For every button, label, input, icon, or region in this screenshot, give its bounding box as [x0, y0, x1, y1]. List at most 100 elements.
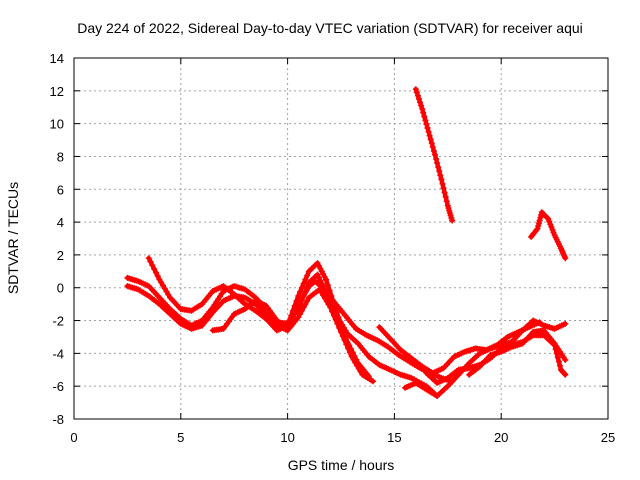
- data-point: [302, 276, 309, 283]
- x-tick-label: 5: [177, 430, 184, 445]
- data-point: [425, 128, 432, 135]
- data-point: [413, 89, 420, 96]
- data-point: [426, 132, 433, 139]
- data-point: [370, 378, 376, 385]
- chart-title: Day 224 of 2022, Sidereal Day-to-day VTE…: [77, 20, 583, 36]
- data-point: [435, 164, 442, 171]
- data-point: [300, 304, 307, 311]
- data-point: [420, 109, 427, 116]
- x-tick-label: 20: [494, 430, 508, 445]
- x-axis-label: GPS time / hours: [288, 457, 395, 473]
- data-point: [295, 314, 302, 321]
- data-point: [335, 314, 342, 321]
- data-point: [416, 96, 422, 102]
- data-point: [556, 362, 563, 369]
- series-arc-9: [412, 86, 456, 224]
- data-point: [353, 356, 360, 363]
- data-point: [433, 155, 440, 162]
- data-point: [423, 121, 430, 128]
- y-tick-label: 4: [57, 215, 64, 230]
- data-point: [417, 99, 423, 106]
- y-tick-label: -6: [52, 379, 64, 394]
- data-point: [298, 307, 305, 314]
- data-point: [302, 301, 309, 308]
- data-point: [161, 285, 168, 292]
- data-point: [434, 160, 441, 166]
- data-point: [365, 373, 372, 380]
- data-point: [436, 168, 443, 175]
- series-arc-6: [402, 317, 569, 399]
- data-point: [297, 288, 304, 295]
- x-tick-label: 0: [70, 430, 77, 445]
- data-point: [414, 92, 421, 99]
- series-arc-7: [423, 332, 569, 386]
- x-tick-label: 10: [280, 430, 294, 445]
- y-tick-label: -4: [52, 346, 64, 361]
- y-tick-label: 2: [57, 248, 64, 263]
- data-point: [422, 117, 429, 124]
- data-point: [562, 320, 569, 327]
- data-point: [555, 358, 562, 365]
- data-point: [536, 217, 543, 224]
- data-point: [544, 214, 551, 221]
- data-series: [124, 86, 569, 399]
- data-point: [149, 262, 156, 269]
- grid-lines: [74, 58, 608, 419]
- y-tick-label: 14: [50, 51, 64, 66]
- y-tick-label: -8: [52, 412, 64, 427]
- data-point: [429, 144, 436, 151]
- data-point: [438, 176, 445, 183]
- data-point: [333, 309, 340, 316]
- y-tick-label: -2: [52, 314, 64, 329]
- data-point: [424, 125, 431, 131]
- data-point: [412, 86, 419, 93]
- data-point: [432, 151, 438, 158]
- data-point: [337, 319, 344, 326]
- data-point: [300, 280, 307, 287]
- data-point: [443, 198, 450, 205]
- data-point: [449, 217, 456, 224]
- data-point: [421, 113, 428, 120]
- data-point: [344, 338, 351, 345]
- y-tick-label: 10: [50, 117, 64, 132]
- series-arc-10: [528, 209, 569, 262]
- data-point: [562, 371, 569, 378]
- y-tick-label: 12: [50, 84, 64, 99]
- y-axis-label: SDTVAR / TECUs: [5, 182, 21, 294]
- series-arc-8: [466, 327, 569, 378]
- data-point: [439, 180, 446, 187]
- data-point: [295, 292, 302, 299]
- data-point: [151, 265, 158, 272]
- data-point: [554, 354, 561, 361]
- series-arc-1: [124, 271, 441, 399]
- x-tick-label: 25: [601, 430, 615, 445]
- data-point: [348, 346, 354, 352]
- data-point: [562, 255, 569, 262]
- data-point: [339, 324, 346, 331]
- data-point: [437, 172, 444, 179]
- data-point: [441, 189, 448, 196]
- data-point: [430, 148, 437, 154]
- data-point: [418, 102, 425, 109]
- series-line: [125, 272, 440, 399]
- data-point: [442, 193, 449, 200]
- data-point: [549, 226, 556, 233]
- data-point: [428, 140, 435, 147]
- y-tick-label: 6: [57, 182, 64, 197]
- x-tick-label: 15: [387, 430, 401, 445]
- plot-frame: [73, 57, 609, 420]
- data-point: [324, 282, 331, 288]
- data-point: [152, 269, 159, 276]
- data-point: [147, 258, 154, 265]
- data-point: [562, 356, 569, 363]
- data-point: [346, 342, 353, 349]
- data-point: [427, 136, 434, 143]
- data-point: [351, 353, 358, 360]
- data-point: [349, 349, 356, 356]
- data-point: [419, 105, 426, 112]
- data-point: [340, 329, 347, 335]
- data-point: [154, 273, 161, 279]
- data-point: [297, 311, 304, 317]
- data-point: [304, 297, 311, 304]
